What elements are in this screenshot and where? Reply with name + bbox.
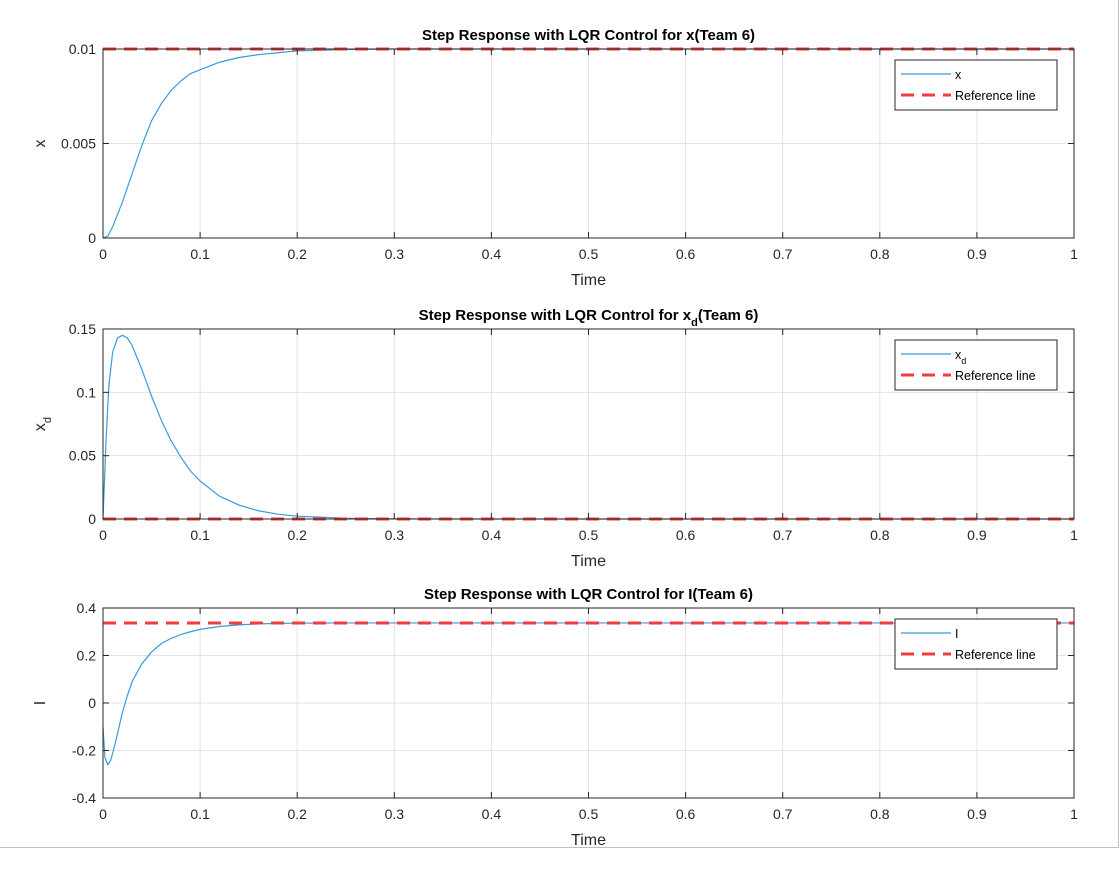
subplot-2: 0 0.1 0.2 0.3 0.4 0.5 0.6 0.7 0.8 0.9 1 0 0.05 0.1 0.1… (32, 307, 1078, 570)
legend: xd Reference line (894, 339, 1058, 391)
x-tick-label: 0.9 (967, 246, 987, 262)
y-tick-label: 0.2 (77, 648, 97, 664)
chart-title: Step Response with LQR Control for xd(Te… (419, 307, 759, 329)
x-tick-label: 0.7 (773, 527, 793, 543)
x-tick-label: 0 (99, 806, 107, 822)
y-axis-label-group: I (32, 701, 49, 705)
legend-box (894, 339, 1058, 391)
y-tick-label: -0.4 (72, 790, 96, 806)
x-tick-label: 0.5 (579, 806, 599, 822)
x-tick-label: 1 (1070, 806, 1078, 822)
y-axis-label-group: x (32, 140, 49, 148)
y-axis-label: xd (32, 417, 54, 431)
x-tick-label: 0 (99, 527, 107, 543)
x-tick-label: 0.6 (676, 806, 696, 822)
y-tick-label: 0 (88, 695, 96, 711)
x-tick-label: 0.3 (385, 527, 405, 543)
x-tick-label: 0.8 (870, 806, 890, 822)
legend-entry-label: Reference line (955, 89, 1036, 103)
x-tick-label: 0.6 (676, 527, 696, 543)
x-tick-label: 0.6 (676, 246, 696, 262)
response-line (102, 622, 1074, 766)
x-tick-label: 0.2 (287, 806, 307, 822)
x-tick-label: 0.7 (773, 246, 793, 262)
y-tick-label: 0.05 (69, 448, 96, 464)
x-tick-label: 0.8 (870, 246, 890, 262)
chart-title: Step Response with LQR Control for I(Tea… (424, 586, 753, 603)
x-tick-label: 0.4 (482, 246, 502, 262)
subplot-3: 0 0.1 0.2 0.3 0.4 0.5 0.6 0.7 0.8 0.9 1 -0.4 -0.2 0 0.… (32, 586, 1078, 847)
legend-box (894, 59, 1058, 111)
x-tick-label: 0.2 (287, 246, 307, 262)
x-tick-label: 1 (1070, 246, 1078, 262)
x-axis-label: Time (571, 832, 606, 847)
legend-entry-label: xd (955, 348, 966, 366)
subplot-1: 0 0.1 0.2 0.3 0.4 0.5 0.6 0.7 0.8 0.9 1 0 0.005 0.01 T… (32, 27, 1078, 289)
x-tick-label: 0.1 (190, 527, 210, 543)
y-axis-label-group: xd (32, 417, 54, 431)
x-tick-label: 1 (1070, 527, 1078, 543)
y-tick-label: 0.15 (69, 321, 96, 337)
y-axis-label: I (32, 701, 49, 705)
x-tick-label: 0.5 (579, 527, 599, 543)
legend: I Reference line (894, 618, 1058, 670)
y-tick-label: 0.01 (69, 41, 96, 57)
x-tick-label: 0.5 (579, 246, 599, 262)
legend-box (894, 618, 1058, 670)
x-axis-label: Time (571, 553, 606, 570)
x-tick-label: 0 (99, 246, 107, 262)
x-tick-label: 0.7 (773, 806, 793, 822)
x-tick-label: 0.1 (190, 806, 210, 822)
legend-entry-label: Reference line (955, 369, 1036, 383)
x-tick-label: 0.4 (482, 527, 502, 543)
y-tick-label: -0.2 (72, 743, 96, 759)
x-axis-label: Time (571, 272, 606, 289)
figure-canvas: 0 0.1 0.2 0.3 0.4 0.5 0.6 0.7 0.8 0.9 1 0 0.005 0.01 T… (32, 27, 1078, 847)
y-tick-label: 0 (88, 511, 96, 527)
x-tick-label: 0.3 (385, 246, 405, 262)
y-tick-label: 0.005 (61, 136, 96, 152)
x-tick-label: 0.9 (967, 806, 987, 822)
x-tick-label: 0.2 (287, 527, 307, 543)
x-tick-label: 0.3 (385, 806, 405, 822)
x-tick-label: 0.1 (190, 246, 210, 262)
y-tick-label: 0.4 (77, 600, 97, 616)
legend-entry-label: I (955, 627, 958, 641)
figure: 0 0.1 0.2 0.3 0.4 0.5 0.6 0.7 0.8 0.9 1 0 0.005 0.01 T… (0, 0, 1119, 848)
y-axis-label: x (32, 140, 49, 148)
chart-title: Step Response with LQR Control for x(Tea… (422, 27, 755, 44)
legend-entry-label: x (955, 68, 962, 82)
x-tick-label: 0.8 (870, 527, 890, 543)
x-tick-label: 0.4 (482, 806, 502, 822)
x-tick-label: 0.9 (967, 527, 987, 543)
legend-entry-label: Reference line (955, 648, 1036, 662)
legend: x Reference line (894, 59, 1058, 111)
y-tick-label: 0 (88, 230, 96, 246)
y-tick-label: 0.1 (77, 384, 97, 400)
